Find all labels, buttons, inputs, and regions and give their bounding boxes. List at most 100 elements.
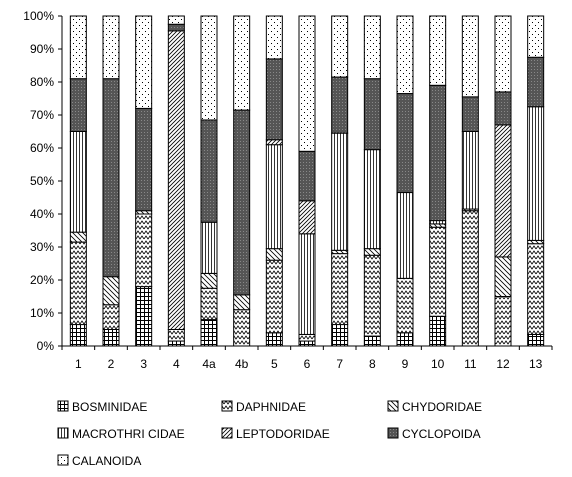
x-tick-label: 3 — [140, 357, 147, 371]
bar-segment-bosminidae — [102, 329, 120, 347]
bar-segment-leptodoridae — [494, 124, 512, 258]
x-tick-label: 12 — [496, 357, 510, 371]
bar-segment-calanoida — [429, 15, 447, 86]
y-tick-label: 30% — [30, 240, 54, 254]
bar-segment-chydoridae — [494, 256, 512, 297]
bar-segment-cyclopoida — [494, 91, 512, 126]
bar-segment-chydoridae — [265, 248, 283, 261]
bar-segment-bosminidae — [265, 332, 283, 347]
y-tick-label: 40% — [30, 207, 54, 221]
bar-segment-chydoridae — [69, 231, 87, 243]
bar-segment-macrothri-cidae — [461, 131, 479, 210]
x-tick-label: 5 — [271, 357, 278, 371]
bar-segment-cyclopoida — [265, 58, 283, 141]
bar-segment-chydoridae — [200, 272, 218, 289]
y-tick-label: 60% — [30, 141, 54, 155]
bar-segment-cyclopoida — [69, 78, 87, 132]
bar-segment-daphnidae — [200, 287, 218, 321]
bar-segment-calanoida — [135, 15, 153, 109]
y-tick-label: 90% — [30, 42, 54, 56]
bar-segment-cyclopoida — [200, 119, 218, 223]
y-tick-label: 10% — [30, 306, 54, 320]
bar-segment-daphnidae — [331, 253, 349, 326]
bar-segment-leptodoridae — [265, 139, 283, 146]
legend: BOSMINIDAE DAPHNIDAE CHYDORIDAE MACROTHRI C… — [57, 400, 482, 468]
bar-segment-cyclopoida — [331, 76, 349, 134]
bar-segment-calanoida — [331, 15, 349, 78]
bar-segment-cyclopoida — [298, 150, 316, 202]
bar-segment-bosminidae — [167, 340, 185, 347]
x-tick-label: 2 — [108, 357, 115, 371]
x-tick-label: 11 — [464, 357, 477, 371]
bar-segment-bosminidae — [527, 333, 545, 347]
legend-swatch — [387, 400, 399, 412]
bar-segment-cyclopoida — [396, 93, 414, 194]
bar-segment-cyclopoida — [461, 96, 479, 132]
bars — [69, 15, 545, 347]
bar-segment-daphnidae — [396, 277, 414, 334]
legend-label: DAPHNIDAE — [236, 400, 306, 414]
x-tick-label: 6 — [304, 357, 311, 371]
legend-swatch — [221, 427, 233, 439]
bar-segment-bosminidae — [69, 324, 87, 347]
legend-label: BOSMINIDAE — [72, 400, 147, 414]
bar-segment-chydoridae — [363, 248, 381, 256]
y-tick-label: 50% — [30, 174, 54, 188]
x-tick-label: 13 — [529, 357, 543, 371]
bar-segment-calanoida — [461, 15, 479, 98]
y-tick-label: 100% — [23, 9, 54, 23]
bar-segment-cyclopoida — [363, 78, 381, 151]
bar-segment-daphnidae — [233, 309, 251, 347]
y-axis: 0% 10% 20% 30% 40% 50% 60% 70% 80% 90% 100% — [23, 9, 63, 353]
bar-segment-calanoida — [102, 15, 120, 80]
y-tick-label: 0% — [37, 339, 55, 353]
x-tick-label: 7 — [336, 357, 343, 371]
x-tick-label: 10 — [431, 357, 445, 371]
bar-segment-macrothri-cidae — [265, 144, 283, 250]
bar-segment-daphnidae — [363, 254, 381, 337]
bar-segment-cyclopoida — [167, 23, 185, 32]
y-tick-label: 20% — [30, 273, 54, 287]
bar-segment-cyclopoida — [429, 84, 447, 222]
legend-label: CYCLOPOIDA — [402, 427, 481, 441]
bar-segment-daphnidae — [167, 329, 185, 342]
bar-segment-bosminidae — [429, 315, 447, 347]
bar-segment-daphnidae — [69, 241, 87, 326]
bar-segment-bosminidae — [396, 332, 414, 347]
bar-segment-macrothri-cidae — [527, 106, 545, 241]
bar-segment-chydoridae — [102, 276, 120, 306]
legend-label: MACROTHRI CIDAE — [72, 427, 185, 441]
bar-segment-bosminidae — [298, 340, 316, 347]
bar-segment-bosminidae — [135, 286, 153, 347]
x-axis: 1 2 3 4 4a 4b 5 6 7 8 9 10 11 12 13 — [61, 345, 553, 371]
bar-segment-macrothri-cidae — [200, 221, 218, 274]
bar-segment-cyclopoida — [102, 78, 120, 278]
bar-segment-calanoida — [298, 15, 316, 152]
bar-segment-bosminidae — [331, 324, 349, 347]
bar-segment-calanoida — [233, 15, 251, 111]
bar-segment-daphnidae — [265, 259, 283, 334]
bar-segment-calanoida — [167, 15, 185, 25]
x-tick-label: 8 — [369, 357, 376, 371]
legend-label: LEPTODORIDAE — [236, 427, 330, 441]
bar-segment-macrothri-cidae — [363, 149, 381, 250]
bar-segment-daphnidae — [461, 210, 479, 347]
bar-segment-daphnidae — [298, 333, 316, 342]
legend-swatch — [57, 400, 69, 412]
x-tick-label: 4b — [235, 357, 249, 371]
bar-segment-calanoida — [265, 15, 283, 60]
bar-segment-daphnidae — [102, 304, 120, 330]
bar-segment-daphnidae — [527, 243, 545, 335]
bar-segment-daphnidae — [494, 296, 512, 347]
bar-segment-bosminidae — [363, 335, 381, 347]
bar-segment-calanoida — [396, 15, 414, 95]
bar-segment-calanoida — [494, 15, 512, 93]
bar-segment-macrothri-cidae — [298, 233, 316, 335]
bar-segment-daphnidae — [135, 213, 153, 288]
legend-label: CALANOIDA — [72, 454, 141, 468]
x-tick-label: 4 — [173, 357, 180, 371]
bar-segment-cyclopoida — [527, 56, 545, 108]
bar-segment-chydoridae — [233, 294, 251, 311]
bar-segment-macrothri-cidae — [331, 132, 349, 251]
